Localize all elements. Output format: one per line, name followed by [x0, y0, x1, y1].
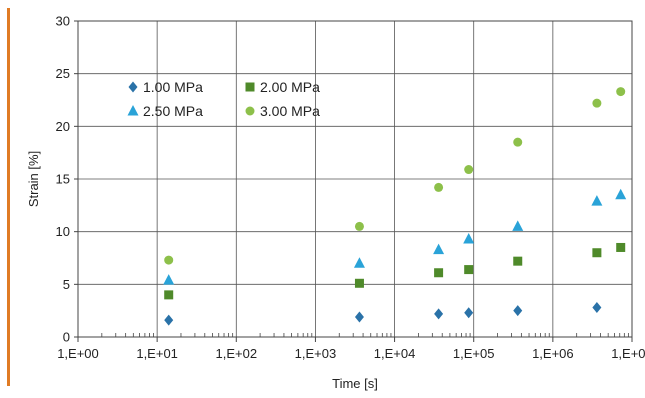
x-tick-label: 1,E+02: [215, 346, 257, 361]
data-point-square: [434, 268, 444, 278]
y-tick-label: 30: [56, 14, 70, 29]
x-tick-labels: 1,E+00 1,E+01 1,E+02 1,E+03 1,E+04 1,E+05 1,E+…: [57, 346, 645, 361]
data-point-circle: [434, 182, 444, 192]
data-point-square: [616, 242, 626, 252]
data-point-circle: [513, 137, 523, 147]
y-tick-labels: 0 5 10 15 20 25 30: [56, 14, 70, 345]
grid-lines: [74, 20, 633, 342]
data-point-diamond: [354, 311, 364, 323]
data-point-square: [164, 290, 174, 300]
x-tick-label: 1,E+01: [136, 346, 178, 361]
y-tick-label: 15: [56, 172, 70, 187]
data-point-square: [464, 265, 474, 275]
legend-label: 2.50 MPa: [143, 103, 203, 119]
data-point-diamond: [434, 308, 444, 320]
data-point-triangle: [463, 233, 475, 244]
data-point-circle: [164, 255, 174, 265]
data-point-square: [592, 248, 602, 258]
legend-marker-triangle: [127, 105, 139, 116]
legend-label: 3.00 MPa: [260, 103, 320, 119]
data-point-circle: [464, 165, 474, 175]
y-axis-label: Strain [%]: [26, 151, 41, 207]
x-minor-ticks: [101, 333, 629, 337]
data-point-circle: [616, 87, 626, 97]
legend: 1.00 MPa 2.00 MPa 2.50 MPa 3.00 MPa: [127, 79, 320, 119]
data-point-square: [354, 278, 364, 288]
x-tick-label: 1,E+06: [532, 346, 574, 361]
x-tick-label: 1,E+05: [453, 346, 495, 361]
data-point-diamond: [464, 307, 474, 319]
x-tick-label: 1,E+00: [57, 346, 99, 361]
data-point-diamond: [164, 314, 174, 326]
data-point-triangle: [615, 188, 627, 200]
data-point-triangle: [591, 195, 603, 206]
legend-label: 1.00 MPa: [143, 79, 203, 95]
data-point-triangle: [163, 274, 175, 285]
x-tick-label: 1,E+07: [611, 346, 645, 361]
x-axis-label: Time [s]: [332, 376, 378, 391]
data-point-triangle: [512, 220, 524, 231]
x-tick-label: 1,E+04: [374, 346, 416, 361]
data-point-triangle: [433, 243, 445, 255]
data-point-circle: [354, 221, 364, 231]
data-points: [163, 87, 627, 326]
plot-area-frame: [77, 20, 633, 338]
y-tick-label: 10: [56, 224, 70, 239]
y-tick-label: 5: [63, 277, 70, 292]
data-point-square: [513, 256, 523, 266]
legend-marker-circle: [245, 106, 255, 116]
accent-bar: [7, 8, 10, 386]
data-point-diamond: [592, 302, 602, 314]
y-tick-label: 0: [63, 330, 70, 345]
y-tick-label: 20: [56, 119, 70, 134]
legend-marker-square: [245, 82, 255, 92]
x-tick-label: 1,E+03: [295, 346, 337, 361]
legend-label: 2.00 MPa: [260, 79, 320, 95]
y-tick-label: 25: [56, 66, 70, 81]
data-point-triangle: [353, 257, 365, 268]
legend-marker-diamond: [128, 81, 138, 93]
data-point-diamond: [513, 305, 523, 317]
data-point-circle: [592, 98, 602, 108]
